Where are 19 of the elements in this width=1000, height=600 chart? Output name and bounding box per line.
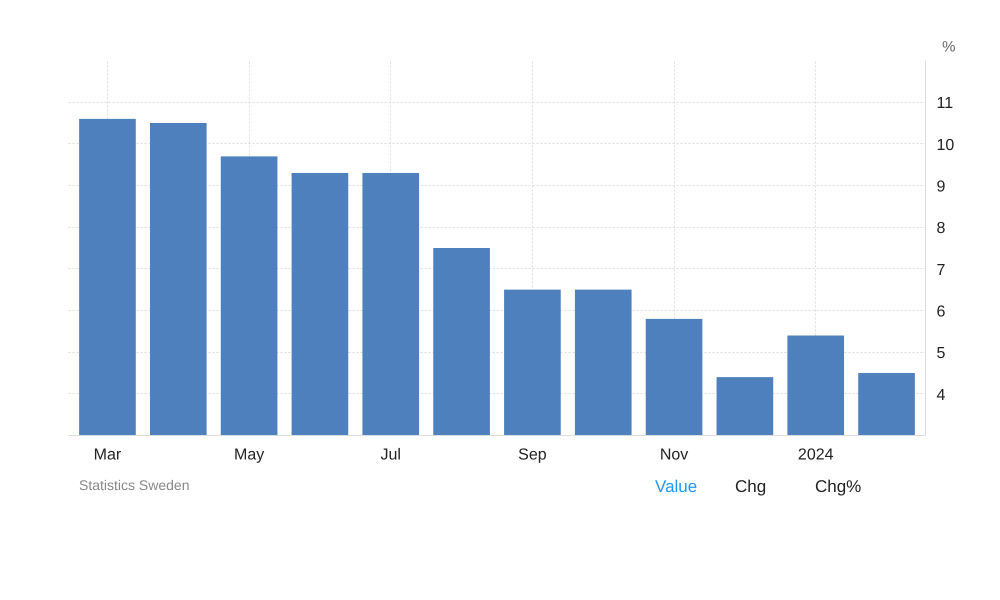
x-tick-label: Jul <box>380 446 401 464</box>
text: Value <box>655 476 698 498</box>
x-tick-label: Mar <box>94 446 122 464</box>
text: Chg% <box>815 476 862 498</box>
x-tick-label: Sep <box>518 446 547 464</box>
y-tick-label: 5 <box>936 345 946 362</box>
x-tick-label: Nov <box>660 446 688 464</box>
y-tick-label: 8 <box>936 220 946 238</box>
y-tick-label: 9 <box>936 178 946 196</box>
y-tick-label: 6 <box>936 304 946 320</box>
x-tick-label: 2024 <box>798 446 834 464</box>
y-tick-label: 4 <box>936 386 946 404</box>
y-tick-label: 10 <box>936 136 954 154</box>
y-tick-label: 7 <box>936 262 946 279</box>
text: Chg <box>735 476 766 498</box>
x-tick-label: May <box>234 446 264 464</box>
text: Statistics Sweden <box>79 476 190 495</box>
y-tick-label: 11 <box>936 95 954 112</box>
y-axis-title: % <box>942 38 956 56</box>
